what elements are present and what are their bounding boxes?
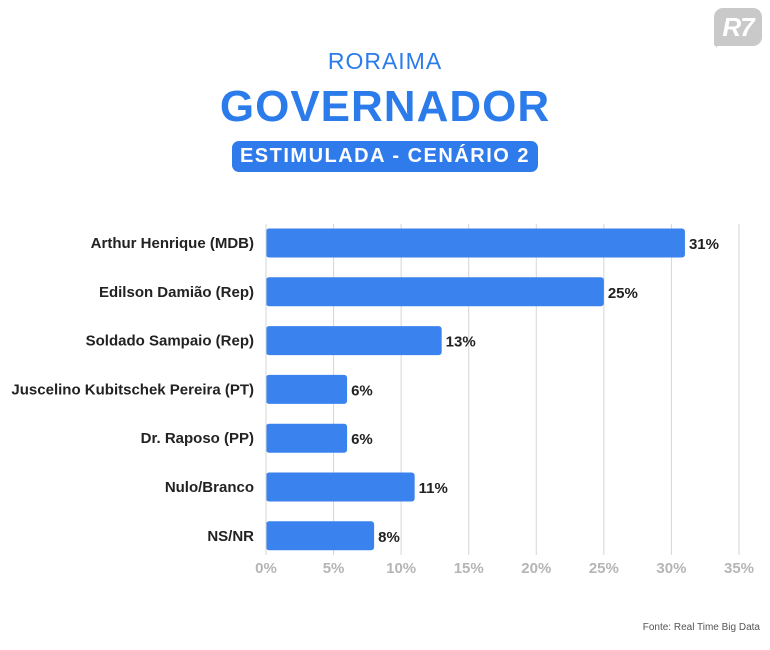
x-tick-label: 30% [656,560,686,577]
source-note: Fonte: Real Time Big Data [642,622,760,633]
logo-text: R7 [722,11,754,42]
value-label: 31% [689,236,719,253]
value-label: 11% [419,480,448,497]
category-label: Nulo/Branco [165,479,254,496]
value-label: 6% [351,431,373,448]
bar [266,423,348,453]
bar [266,326,442,356]
bar [266,277,604,307]
value-label: 6% [351,382,373,399]
x-tick-label: 0% [255,560,277,577]
value-label: 25% [608,285,638,302]
bar [266,374,348,404]
x-tick-label: 20% [521,560,551,577]
r7-logo: R7 [714,8,762,46]
bar [266,228,685,258]
category-label: Edilson Damião (Rep) [99,284,254,301]
category-label: Arthur Henrique (MDB) [91,235,254,252]
value-label: 13% [446,334,476,351]
category-label: NS/NR [207,528,254,545]
region-label: RORAIMA [327,48,443,74]
x-tick-label: 25% [589,560,619,577]
category-label: Juscelino Kubitschek Pereira (PT) [11,381,254,398]
x-tick-label: 10% [386,560,416,577]
value-label: 8% [378,529,400,546]
category-label: Soldado Sampaio (Rep) [86,333,254,350]
category-label: Dr. Raposo (PP) [141,430,254,447]
bar [266,521,375,551]
scenario-badge: ESTIMULADA - CENÁRIO 2 [231,141,539,172]
x-tick-label: 35% [724,560,754,577]
logo-tail [716,40,722,48]
x-tick-label: 15% [454,560,484,577]
x-tick-label: 5% [323,560,345,577]
bar [266,472,415,502]
chart-title: GOVERNADOR [219,82,551,131]
subtitle-wrap: ESTIMULADA - CENÁRIO 2 [0,141,770,172]
